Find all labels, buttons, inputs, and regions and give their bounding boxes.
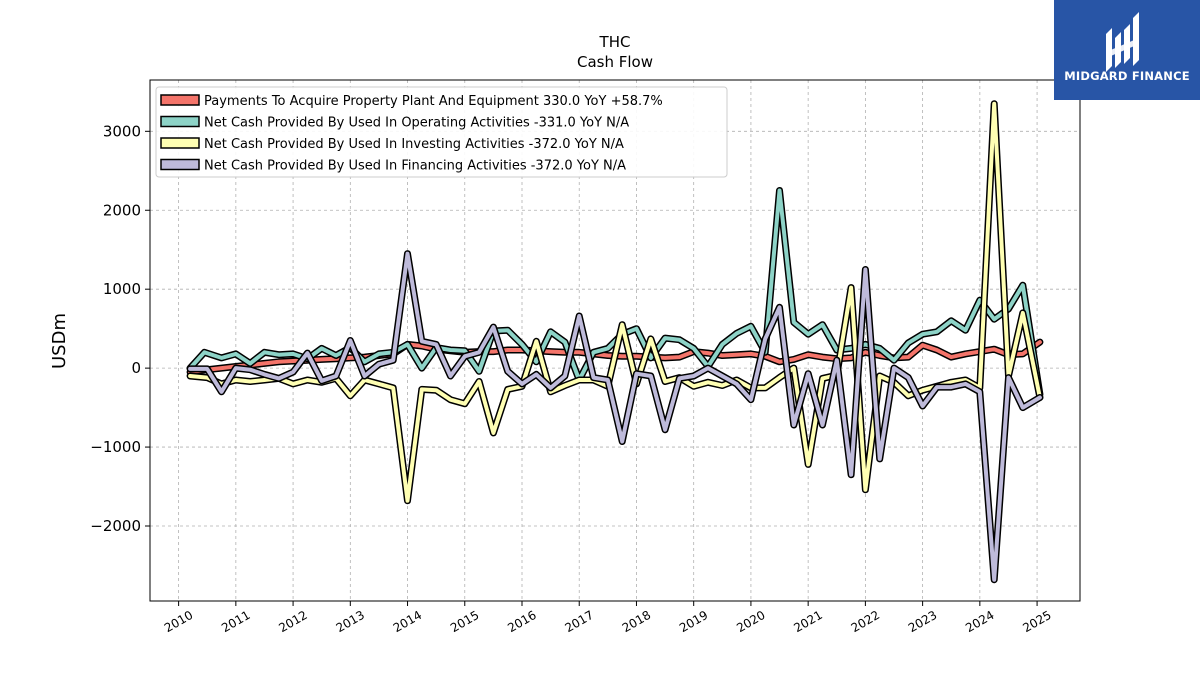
- legend-entry-label: Net Cash Provided By Used In Investing A…: [204, 137, 624, 152]
- legend: Payments To Acquire Property Plant And E…: [155, 86, 728, 178]
- chart-subtitle: Cash Flow: [577, 53, 653, 71]
- logo-mark-icon: [1106, 12, 1139, 72]
- legend-swatch: [160, 115, 200, 128]
- legend-swatch: [160, 94, 200, 106]
- x-tick-label: 2010: [162, 608, 195, 635]
- x-tick-label: 2023: [906, 608, 939, 635]
- midgard-finance-logo: MIDGARD FINANCE: [1054, 0, 1200, 100]
- plot-border: [149, 79, 1081, 602]
- x-tick-label: 2012: [276, 608, 309, 635]
- x-tick-label: 2013: [334, 608, 367, 635]
- x-tick-label: 2020: [734, 608, 767, 635]
- y-tick-label: −2000: [90, 517, 141, 535]
- legend-swatch: [160, 158, 200, 171]
- legend-box: [155, 86, 728, 178]
- y-tick-label: 2000: [103, 201, 141, 219]
- legend-entry-label: Payments To Acquire Property Plant And E…: [204, 94, 663, 109]
- y-tick-label: 0: [131, 359, 141, 377]
- series-stroke: [188, 251, 1042, 582]
- chart-title: THC: [599, 33, 631, 51]
- x-tick-label: 2022: [849, 608, 882, 635]
- logo-text: MIDGARD FINANCE: [1064, 69, 1190, 83]
- legend-entry-label: Net Cash Provided By Used In Operating A…: [204, 116, 629, 131]
- y-tick-label: −1000: [90, 438, 141, 456]
- y-tick-label: 3000: [103, 122, 141, 140]
- legend-entry-label: Net Cash Provided By Used In Financing A…: [204, 159, 626, 174]
- series-lines: [186, 100, 1044, 584]
- x-tick-label: 2014: [391, 608, 424, 635]
- y-tick-label: 1000: [103, 280, 141, 298]
- x-tick-label: 2021: [791, 608, 824, 635]
- x-tick-label: 2025: [1020, 608, 1053, 635]
- x-tick-label: 2016: [505, 608, 538, 635]
- plot-frame: [149, 79, 1081, 602]
- x-tick-label: 2017: [563, 608, 596, 635]
- legend-swatch: [160, 137, 200, 149]
- series-4-line: [186, 250, 1044, 584]
- x-tick-label: 2024: [963, 608, 996, 635]
- x-tick-label: 2019: [677, 608, 710, 635]
- x-tick-label: 2018: [620, 608, 653, 635]
- x-tick-label: 2015: [448, 608, 481, 635]
- x-tick-label: 2011: [219, 608, 252, 635]
- y-axis-label: USDm: [49, 313, 70, 369]
